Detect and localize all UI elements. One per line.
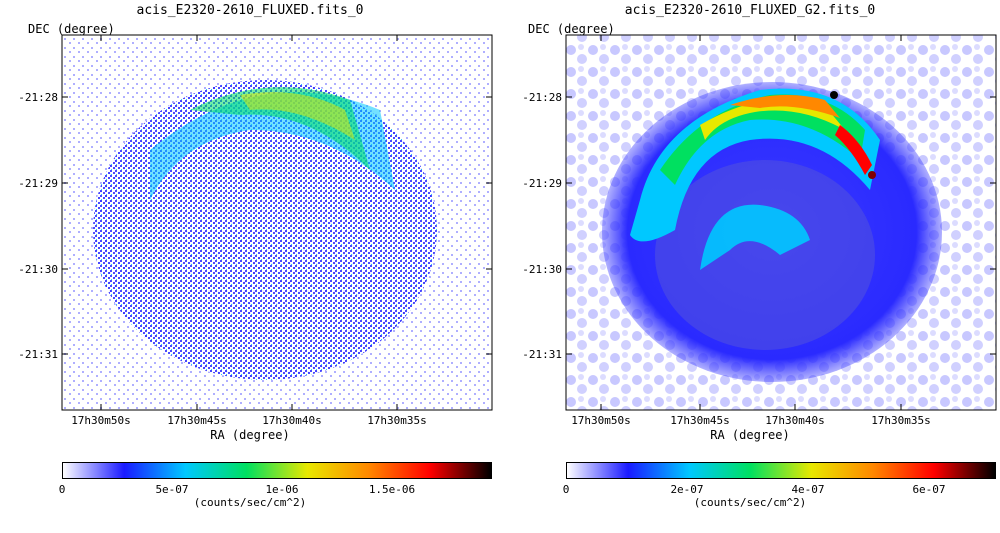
dec-axis-label: DEC (degree) xyxy=(28,22,115,36)
smoothed-image xyxy=(566,35,996,410)
colorbar-tick-label: 4e-07 xyxy=(791,483,824,496)
dec-tick-label: -21:28 xyxy=(18,91,58,104)
dec-tick-label: -21:31 xyxy=(522,348,562,361)
raw-image xyxy=(62,35,492,410)
ra-ticks: 17h30m50s 17h30m45s 17h30m40s 17h30m35s xyxy=(571,35,931,427)
colorbar-unit-label: (counts/sec/cm^2) xyxy=(193,496,307,509)
ra-tick-label: 17h30m40s xyxy=(765,414,825,427)
dec-ticks: -21:28 -21:29 -21:30 -21:31 xyxy=(522,91,996,361)
colorbar xyxy=(62,462,492,479)
smoothed-image-panel: acis_E2320-2610_FLUXED_G2.fits_0 DEC (de… xyxy=(500,0,1000,533)
dec-tick-label: -21:28 xyxy=(522,91,562,104)
dec-tick-label: -21:30 xyxy=(522,263,562,276)
panel-title: acis_E2320-2610_FLUXED_G2.fits_0 xyxy=(624,3,876,18)
plot-frame xyxy=(565,34,997,411)
ra-tick-label: 17h30m45s xyxy=(167,414,227,427)
colorbar-tick-label: 1.5e-06 xyxy=(369,483,415,496)
ra-ticks: 17h30m50s 17h30m45s 17h30m40s 17h30m35s xyxy=(71,35,427,427)
ra-axis-label: RA (degree) xyxy=(710,428,790,442)
smoothed-plot: -21:28 -21:29 -21:30 -21:31 17h30m50s 17… xyxy=(522,34,997,496)
ra-tick-label: 17h30m40s xyxy=(262,414,322,427)
colorbar-tick-label: 0 xyxy=(59,483,66,496)
colorbar-tick-label: 0 xyxy=(563,483,570,496)
colorbar xyxy=(566,462,996,479)
colorbar-ticks: 0 2e-07 4e-07 6e-07 xyxy=(563,462,946,496)
colorbar-tick-label: 1e-06 xyxy=(265,483,298,496)
dec-tick-label: -21:29 xyxy=(18,177,58,190)
raw-plot: -21:28 -21:29 -21:30 -21:31 17h30m50s 17… xyxy=(18,34,493,496)
ra-tick-label: 17h30m35s xyxy=(871,414,931,427)
dec-tick-label: -21:31 xyxy=(18,348,58,361)
ra-tick-label: 17h30m50s xyxy=(571,414,631,427)
colorbar-ticks: 0 5e-07 1e-06 1.5e-06 xyxy=(59,462,415,496)
ra-tick-label: 17h30m35s xyxy=(367,414,427,427)
panel-title: acis_E2320-2610_FLUXED.fits_0 xyxy=(136,3,364,18)
dec-axis-label: DEC (degree) xyxy=(528,22,615,36)
colorbar-tick-label: 5e-07 xyxy=(155,483,188,496)
ra-axis-label: RA (degree) xyxy=(210,428,290,442)
ra-tick-label: 17h30m45s xyxy=(670,414,730,427)
colorbar-tick-label: 2e-07 xyxy=(670,483,703,496)
colorbar-tick-label: 6e-07 xyxy=(912,483,945,496)
dec-ticks: -21:28 -21:29 -21:30 -21:31 xyxy=(18,91,492,361)
dec-tick-label: -21:30 xyxy=(18,263,58,276)
colorbar-unit-label: (counts/sec/cm^2) xyxy=(693,496,807,509)
plot-frame xyxy=(61,34,493,411)
raw-image-panel: acis_E2320-2610_FLUXED.fits_0 DEC (degre… xyxy=(18,3,493,509)
ra-tick-label: 17h30m50s xyxy=(71,414,131,427)
dec-tick-label: -21:29 xyxy=(522,177,562,190)
